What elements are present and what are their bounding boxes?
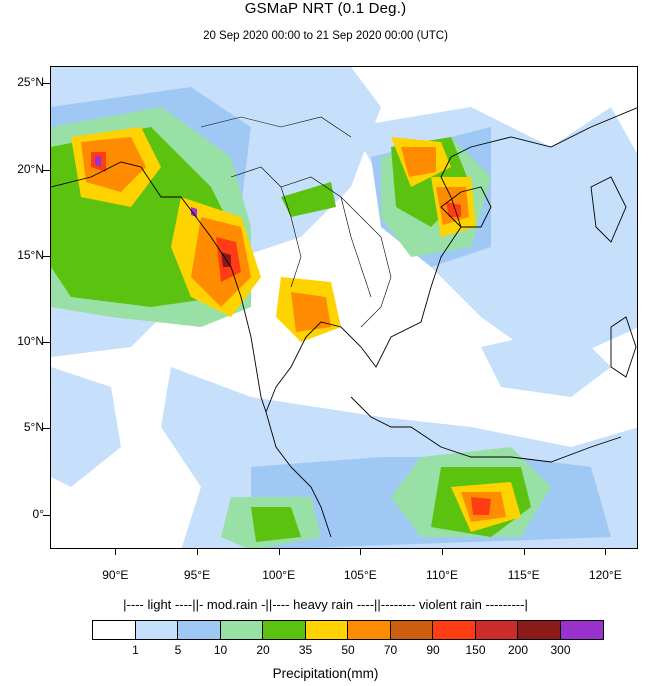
colorbar-tick-label: 10: [213, 643, 228, 657]
lat-tick-label: 5°N: [23, 420, 44, 435]
colorbar-tick-label: 5: [174, 643, 182, 657]
colorbar-tick-label: 150: [465, 643, 486, 657]
map-subtitle: 20 Sep 2020 00:00 to 21 Sep 2020 00:00 (…: [203, 30, 448, 42]
lon-tick-mark: [605, 549, 607, 555]
coastline-layer: [51, 107, 637, 538]
colorbar-tick-label: 35: [298, 643, 313, 657]
lon-tick-label: 110°E: [426, 568, 458, 582]
precipitation-map: [50, 66, 638, 549]
lon-tick-mark: [523, 549, 525, 555]
colorbar-tick-label: 90: [426, 643, 440, 657]
colorbar-swatch: [178, 621, 221, 639]
lat-tick-mark: [43, 169, 50, 171]
colorbar-tick-label: 300: [550, 643, 571, 657]
colorbar-swatch: [475, 621, 518, 639]
lon-tick-label: 105°E: [343, 568, 377, 582]
lon-tick-label: 115°E: [507, 568, 540, 582]
colorbar-axis-label: Precipitation(mm): [272, 666, 379, 681]
lon-tick-label: 90°E: [102, 568, 129, 582]
lat-tick-label: 10°N: [17, 334, 44, 348]
precipitation-colorbar: [92, 620, 604, 640]
colorbar-swatch: [305, 621, 348, 639]
colorbar-tick-label: 1: [132, 643, 139, 657]
colorbar-tick-label: 20: [256, 643, 270, 657]
colorbar-swatch: [390, 621, 433, 639]
colorbar-swatch: [348, 621, 391, 639]
lat-tick-mark: [43, 255, 50, 257]
rain-category-labels: |---- light ----||- mod.rain -||---- hea…: [123, 597, 528, 612]
lon-tick-label: 100°E: [262, 568, 296, 582]
lat-tick-label: 25°N: [17, 75, 44, 90]
lat-tick-mark: [43, 428, 50, 430]
colorbar-swatch: [93, 621, 136, 639]
precipitation-field: [51, 67, 637, 548]
lon-tick-mark: [360, 549, 362, 555]
lon-tick-label: 120°E: [588, 568, 622, 582]
lat-tick-mark: [43, 514, 50, 516]
colorbar-swatch: [135, 621, 178, 639]
colorbar-tick-label: 70: [383, 643, 398, 657]
lat-tick-label: 0°: [32, 506, 44, 521]
lon-tick-mark: [115, 549, 117, 555]
border-layer: [200, 116, 392, 328]
colorbar-swatch: [560, 621, 603, 639]
colorbar-swatch: [518, 621, 561, 639]
lon-tick-mark: [278, 549, 280, 555]
colorbar-tick-label: 200: [507, 643, 529, 657]
lat-tick-label: 20°N: [17, 161, 44, 176]
map-title: GSMaP NRT (0.1 Deg.): [244, 0, 407, 17]
lat-tick-label: 15°N: [17, 247, 44, 262]
lon-tick-mark: [442, 549, 443, 555]
lat-tick-mark: [43, 83, 50, 85]
colorbar-swatch: [263, 621, 306, 639]
colorbar-swatch: [433, 621, 476, 639]
lon-tick-label: 95°E: [183, 568, 211, 582]
colorbar-tick-label: 50: [341, 643, 355, 657]
colorbar-swatch: [220, 621, 263, 639]
lon-tick-mark: [197, 549, 198, 555]
lat-tick-mark: [43, 342, 50, 343]
